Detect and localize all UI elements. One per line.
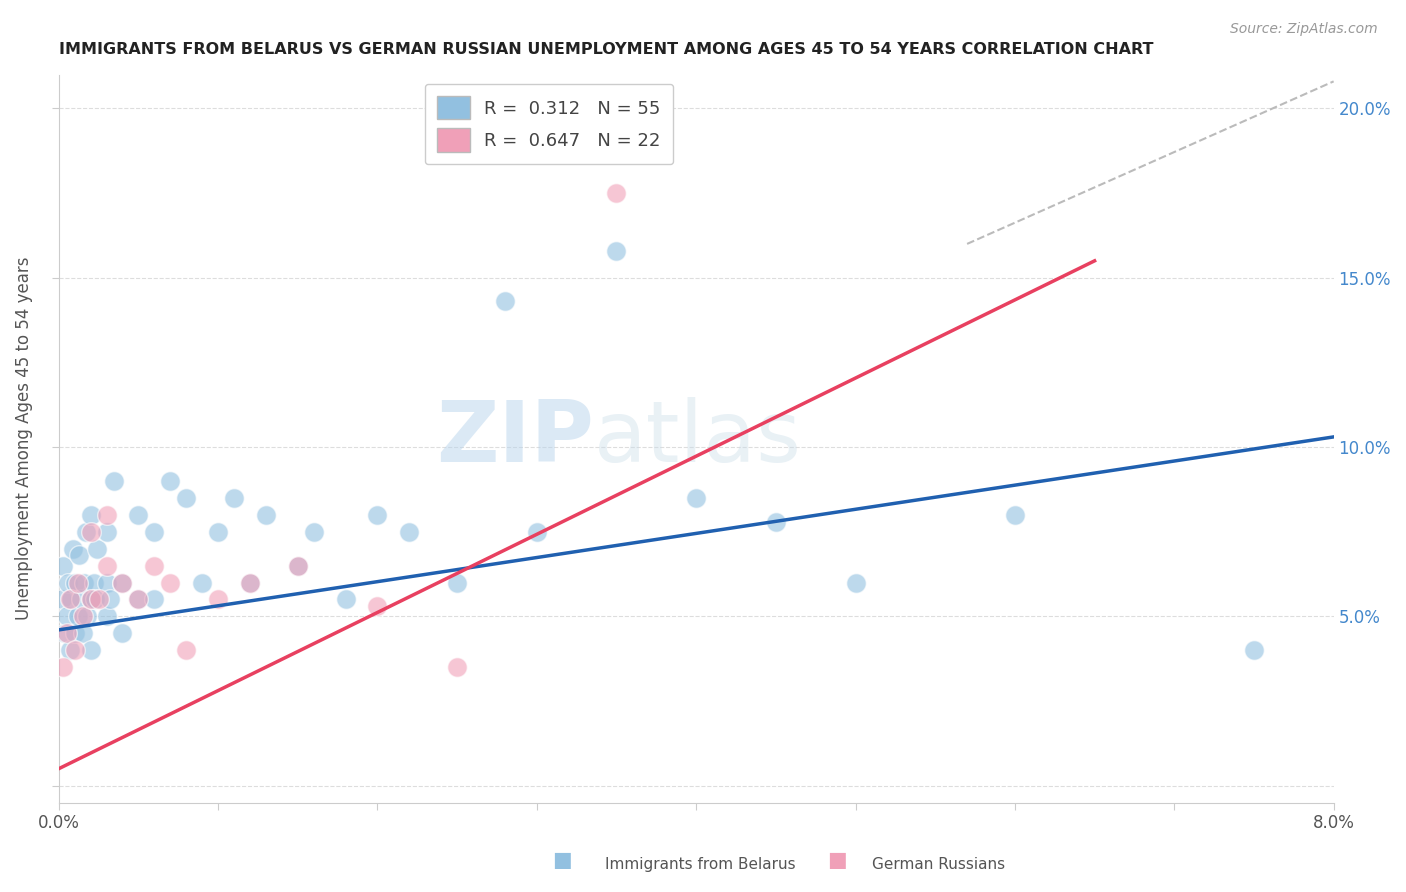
Point: [87, 592, 110, 607]
Point: [446, 660, 468, 674]
Point: [96, 575, 118, 590]
Point: [70, 592, 93, 607]
Y-axis label: Unemployment Among Ages 45 to 54 years: Unemployment Among Ages 45 to 54 years: [15, 257, 32, 620]
Point: [63, 575, 86, 590]
Point: [79, 592, 101, 607]
Point: [84, 592, 107, 607]
Point: [207, 524, 229, 539]
Point: [111, 575, 134, 590]
Point: [58, 575, 80, 590]
Point: [66, 609, 89, 624]
Text: ■: ■: [827, 850, 846, 870]
Point: [222, 491, 245, 505]
Point: [55, 609, 77, 624]
Point: [127, 592, 149, 607]
Point: [63, 643, 86, 657]
Text: ■: ■: [553, 850, 572, 870]
Point: [59, 643, 82, 657]
Point: [254, 508, 277, 522]
Point: [111, 626, 134, 640]
Point: [79, 508, 101, 522]
Point: [111, 575, 134, 590]
Point: [96, 508, 118, 522]
Point: [685, 491, 707, 505]
Point: [287, 558, 309, 573]
Point: [75, 524, 97, 539]
Point: [1243, 643, 1265, 657]
Point: [66, 575, 89, 590]
Point: [143, 524, 166, 539]
Point: [398, 524, 420, 539]
Text: atlas: atlas: [595, 397, 803, 480]
Point: [98, 592, 121, 607]
Text: Source: ZipAtlas.com: Source: ZipAtlas.com: [1230, 22, 1378, 37]
Point: [765, 515, 787, 529]
Point: [52, 660, 75, 674]
Point: [287, 558, 309, 573]
Text: German Russians: German Russians: [872, 857, 1005, 872]
Point: [53, 626, 76, 640]
Point: [605, 186, 627, 200]
Text: IMMIGRANTS FROM BELARUS VS GERMAN RUSSIAN UNEMPLOYMENT AMONG AGES 45 TO 54 YEARS: IMMIGRANTS FROM BELARUS VS GERMAN RUSSIA…: [59, 42, 1153, 57]
Point: [63, 626, 86, 640]
Point: [62, 541, 84, 556]
Point: [366, 599, 388, 614]
Point: [174, 643, 197, 657]
Point: [60, 592, 83, 607]
Point: [55, 626, 77, 640]
Point: [79, 524, 101, 539]
Point: [72, 609, 94, 624]
Point: [366, 508, 388, 522]
Point: [86, 541, 108, 556]
Point: [239, 575, 262, 590]
Point: [494, 294, 516, 309]
Point: [844, 575, 866, 590]
Point: [76, 609, 98, 624]
Point: [127, 592, 149, 607]
Text: ZIP: ZIP: [436, 397, 595, 480]
Legend: R =  0.312   N = 55, R =  0.647   N = 22: R = 0.312 N = 55, R = 0.647 N = 22: [425, 84, 673, 164]
Point: [446, 575, 468, 590]
Point: [59, 592, 82, 607]
Point: [207, 592, 229, 607]
Point: [526, 524, 548, 539]
Point: [159, 474, 181, 488]
Point: [96, 609, 118, 624]
Point: [191, 575, 214, 590]
Point: [79, 592, 101, 607]
Point: [605, 244, 627, 258]
Point: [72, 626, 94, 640]
Point: [127, 508, 149, 522]
Point: [83, 575, 105, 590]
Point: [174, 491, 197, 505]
Point: [239, 575, 262, 590]
Point: [51, 592, 73, 607]
Point: [143, 558, 166, 573]
Point: [96, 524, 118, 539]
Point: [335, 592, 357, 607]
Text: Immigrants from Belarus: Immigrants from Belarus: [605, 857, 796, 872]
Point: [73, 575, 96, 590]
Point: [143, 592, 166, 607]
Point: [96, 558, 118, 573]
Point: [103, 474, 125, 488]
Point: [302, 524, 325, 539]
Point: [1004, 508, 1026, 522]
Point: [67, 549, 90, 563]
Point: [159, 575, 181, 590]
Point: [79, 643, 101, 657]
Point: [52, 558, 75, 573]
